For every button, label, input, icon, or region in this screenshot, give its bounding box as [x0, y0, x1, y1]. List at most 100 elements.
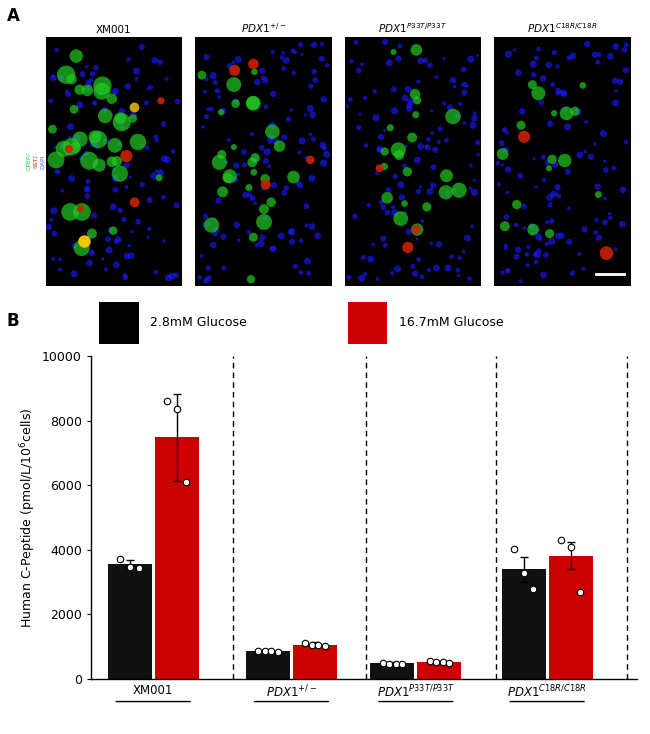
Point — [150, 54, 160, 66]
Point — [396, 179, 406, 191]
Point — [404, 100, 414, 112]
Point — [550, 159, 560, 171]
Point — [372, 167, 382, 179]
Point — [538, 151, 549, 163]
Point — [300, 637, 311, 649]
Point — [213, 85, 223, 97]
Point — [580, 145, 590, 157]
Point — [600, 217, 610, 228]
Point — [559, 88, 569, 100]
Point — [593, 189, 604, 200]
Point — [161, 73, 172, 85]
Point — [88, 138, 99, 150]
Point — [581, 116, 592, 128]
Point — [92, 141, 102, 153]
Point — [228, 57, 239, 68]
Point — [71, 50, 81, 62]
Point — [313, 639, 323, 651]
Point — [262, 146, 272, 158]
Point — [350, 211, 360, 222]
Point — [265, 135, 275, 147]
Text: 2.8mM Glucose: 2.8mM Glucose — [150, 316, 246, 330]
Point — [618, 184, 628, 196]
Point — [410, 88, 420, 100]
Point — [75, 99, 85, 111]
Point — [313, 230, 323, 241]
Point — [443, 262, 453, 274]
Point — [473, 50, 483, 62]
Point — [545, 228, 555, 239]
Point — [548, 188, 558, 200]
Point — [497, 267, 508, 279]
Point — [318, 139, 328, 151]
Point — [261, 178, 271, 190]
Point — [556, 230, 567, 241]
Point — [75, 203, 86, 214]
Point — [126, 250, 136, 261]
Point — [567, 267, 578, 279]
Point — [322, 148, 332, 160]
Point — [114, 138, 125, 150]
Point — [554, 191, 565, 203]
Point — [98, 253, 108, 265]
Point — [97, 85, 107, 97]
Point — [511, 219, 521, 231]
Point — [300, 109, 311, 121]
Point — [250, 197, 260, 209]
Point — [501, 144, 512, 156]
Point — [538, 269, 549, 280]
Point — [82, 84, 92, 96]
Point — [202, 111, 212, 123]
Point — [77, 206, 87, 218]
Point — [531, 256, 541, 268]
Point — [122, 81, 133, 92]
Point — [393, 53, 404, 65]
Point — [133, 216, 143, 228]
Point — [387, 267, 398, 279]
Point — [541, 249, 551, 261]
Point — [246, 128, 257, 140]
Point — [121, 150, 131, 162]
Point — [239, 159, 250, 171]
Point — [296, 235, 306, 247]
Point — [279, 62, 289, 74]
Point — [211, 224, 222, 236]
Point — [55, 72, 66, 84]
Point — [83, 190, 93, 202]
Point — [556, 534, 566, 546]
Point — [417, 271, 427, 283]
Point — [267, 126, 278, 137]
Point — [354, 65, 364, 76]
Point — [122, 250, 132, 262]
Point — [124, 240, 135, 252]
Point — [360, 92, 370, 103]
Point — [233, 169, 243, 181]
Point — [513, 244, 523, 255]
Point — [404, 226, 414, 238]
Point — [552, 61, 563, 73]
Bar — [348, 302, 387, 344]
Point — [239, 146, 249, 158]
Point — [579, 224, 590, 236]
Point — [110, 139, 120, 151]
Point — [549, 107, 560, 119]
Point — [448, 111, 458, 123]
Point — [225, 60, 235, 72]
Point — [168, 145, 178, 157]
Point — [258, 72, 268, 84]
Point — [439, 98, 449, 109]
Point — [289, 171, 299, 183]
Point — [309, 66, 319, 78]
Point — [441, 134, 452, 146]
Point — [252, 239, 262, 251]
Point — [519, 131, 529, 142]
Point — [512, 199, 522, 211]
Point — [305, 154, 315, 166]
Point — [90, 131, 100, 142]
Point — [586, 151, 596, 163]
Point — [216, 106, 226, 118]
Point — [509, 543, 519, 555]
Point — [354, 122, 364, 134]
Point — [297, 135, 307, 147]
Point — [266, 131, 276, 143]
